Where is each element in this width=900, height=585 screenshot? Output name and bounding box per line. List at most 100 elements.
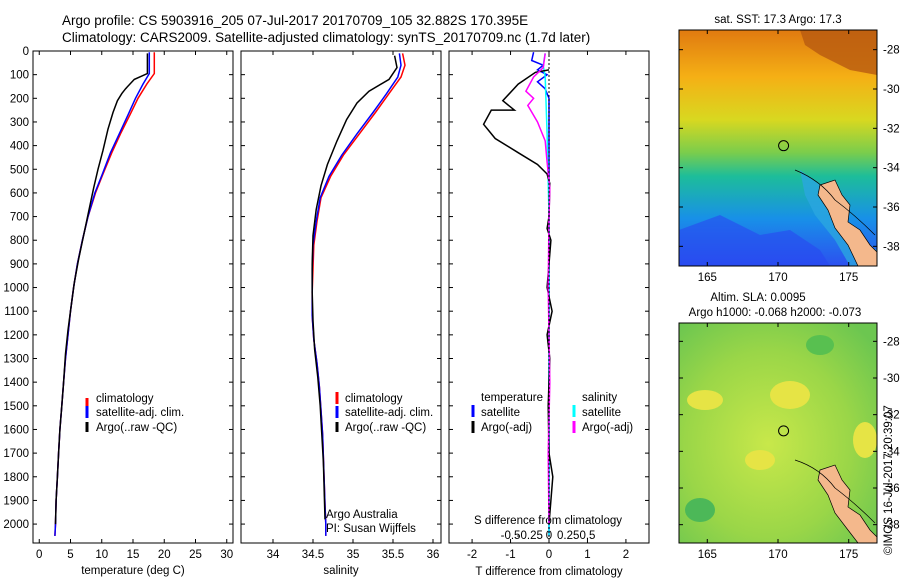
legend-t-argo: Argo(-adj) [481, 422, 532, 434]
lat-tick-label: -36 [883, 202, 900, 214]
x-tick-label: -2 [467, 549, 477, 561]
legend-climatology: climatology [345, 393, 403, 405]
x-tick-label: 36 [427, 549, 440, 561]
x-tick-label: 2 [623, 549, 629, 561]
lat-tick-label: -32 [883, 410, 900, 422]
y-tick-label: 500 [10, 164, 29, 176]
legend-t-satellite: satellite [481, 407, 520, 419]
x-tick-label: 35.5 [382, 549, 404, 561]
temperature-xlabel: temperature (deg C) [81, 565, 185, 577]
y-tick-label: 400 [10, 141, 29, 153]
lon-tick-label: 175 [839, 549, 858, 561]
sla-float-marker [778, 425, 790, 437]
y-tick-label: 900 [10, 259, 29, 271]
sla-map-title-2: Argo h1000: -0.068 h2000: -0.073 [689, 307, 862, 319]
y-tick-label: 1600 [3, 424, 29, 436]
legend-argo-raw: Argo(..raw -QC) [96, 422, 177, 434]
difference-legend: temperature salinity satellite Argo(-adj… [471, 392, 633, 434]
x-tick-label: 34 [267, 549, 280, 561]
y-tick-label: 1100 [4, 306, 29, 318]
salinity-legend: climatology satellite-adj. clim. Argo(..… [335, 392, 433, 434]
y-tick-label: 1700 [3, 448, 29, 460]
y-tick-label: 700 [10, 212, 29, 224]
lat-tick-label: -28 [883, 336, 900, 348]
sla-land-mass [817, 464, 877, 543]
y-tick-label: 600 [10, 188, 29, 200]
legend-s-satellite: satellite [582, 407, 621, 419]
lat-tick-label: -28 [883, 45, 900, 57]
y-tick-label: 1500 [3, 401, 29, 413]
x-tick-label: 0 [546, 549, 552, 561]
y-tick-label: 1900 [3, 495, 29, 507]
series-line-0 [54, 52, 156, 536]
salinity-plot-frame [240, 50, 442, 544]
difference-xlabel: T difference from climatology [475, 566, 622, 578]
x-tick-label: 15 [127, 549, 140, 561]
y-tick-label: 1800 [3, 472, 29, 484]
credit-pi: PI: Susan Wijffels [326, 523, 416, 535]
series-line-1 [54, 52, 151, 536]
y-tick-label: 300 [10, 117, 29, 129]
lon-tick-label: 175 [839, 272, 858, 284]
series-line-0 [530, 52, 550, 536]
legend-salinity-head: salinity [582, 392, 617, 404]
x-tick-label: 25 [189, 549, 202, 561]
sla-low-1 [685, 498, 715, 522]
s-tick-label: 0.5 [579, 530, 595, 542]
y-tick-label: 200 [10, 93, 29, 105]
sla-high-3 [745, 450, 775, 470]
credit-org: Argo Australia [326, 509, 398, 521]
series-line-1 [311, 53, 402, 536]
sla-low-2 [806, 335, 834, 355]
salinity-xlabel: salinity [323, 565, 358, 577]
temperature-plot-frame [32, 50, 234, 544]
s-tick-label: -0.25 [517, 530, 543, 542]
lon-tick-label: 165 [698, 549, 717, 561]
x-tick-label: -1 [505, 549, 515, 561]
title-line-2: Climatology: CARS2009. Satellite-adjuste… [62, 30, 590, 45]
difference-top-xlabel: S difference from climatology [474, 515, 622, 527]
series-line-3 [524, 53, 551, 525]
sst-land-mass [817, 179, 877, 266]
x-tick-label: 1 [584, 549, 590, 561]
legend-s-argo: Argo(-adj) [582, 422, 633, 434]
series-line-0 [311, 53, 406, 536]
legend-climatology: climatology [96, 393, 154, 405]
lat-tick-label: -34 [883, 163, 900, 175]
legend-satellite-adj: satellite-adj. clim. [345, 407, 433, 419]
series-line-2 [482, 69, 554, 525]
salinity-panel: 34 34.5 35 35.5 36 salinity climatology sate… [240, 50, 442, 577]
x-tick-label: 20 [158, 549, 171, 561]
sla-high-4 [853, 422, 877, 458]
sst-map: sat. SST: 17.3 Argo: 17.3 -28 -30 -32 -34 -3… [678, 14, 900, 284]
x-tick-label: 5 [67, 549, 73, 561]
series-line-2 [54, 53, 149, 525]
sla-map-title-1: Altim. SLA: 0.0095 [710, 292, 805, 304]
y-tick-label: 100 [10, 70, 29, 82]
legend-argo-raw: Argo(..raw -QC) [345, 422, 426, 434]
y-tick-label: 1400 [3, 377, 29, 389]
legend-satellite-adj: satellite-adj. clim. [96, 407, 184, 419]
title-line-1: Argo profile: CS 5903916_205 07-Jul-2017… [62, 13, 528, 28]
lat-tick-label: -34 [883, 446, 900, 458]
sst-cold-patch [679, 215, 830, 266]
sla-high-1 [687, 390, 723, 410]
s-tick-label: -0.5 [501, 530, 521, 542]
y-tick-label: 1300 [3, 354, 29, 366]
x-tick-label: 0 [36, 549, 42, 561]
lat-tick-label: -30 [883, 373, 900, 385]
sst-float-marker [778, 140, 790, 152]
lon-tick-label: 165 [698, 272, 717, 284]
legend-temperature-head: temperature [481, 392, 543, 404]
x-tick-label: 34.5 [302, 549, 324, 561]
lat-tick-label: -36 [883, 483, 900, 495]
y-tick-label: 1000 [3, 283, 29, 295]
lat-tick-label: -32 [883, 123, 900, 135]
lon-tick-label: 170 [768, 272, 787, 284]
sst-map-title: sat. SST: 17.3 Argo: 17.3 [714, 14, 841, 26]
x-tick-label: 35 [347, 549, 360, 561]
lat-tick-label: -38 [883, 520, 900, 532]
temperature-legend: climatology satellite-adj. clim. Argo(..… [85, 393, 184, 434]
